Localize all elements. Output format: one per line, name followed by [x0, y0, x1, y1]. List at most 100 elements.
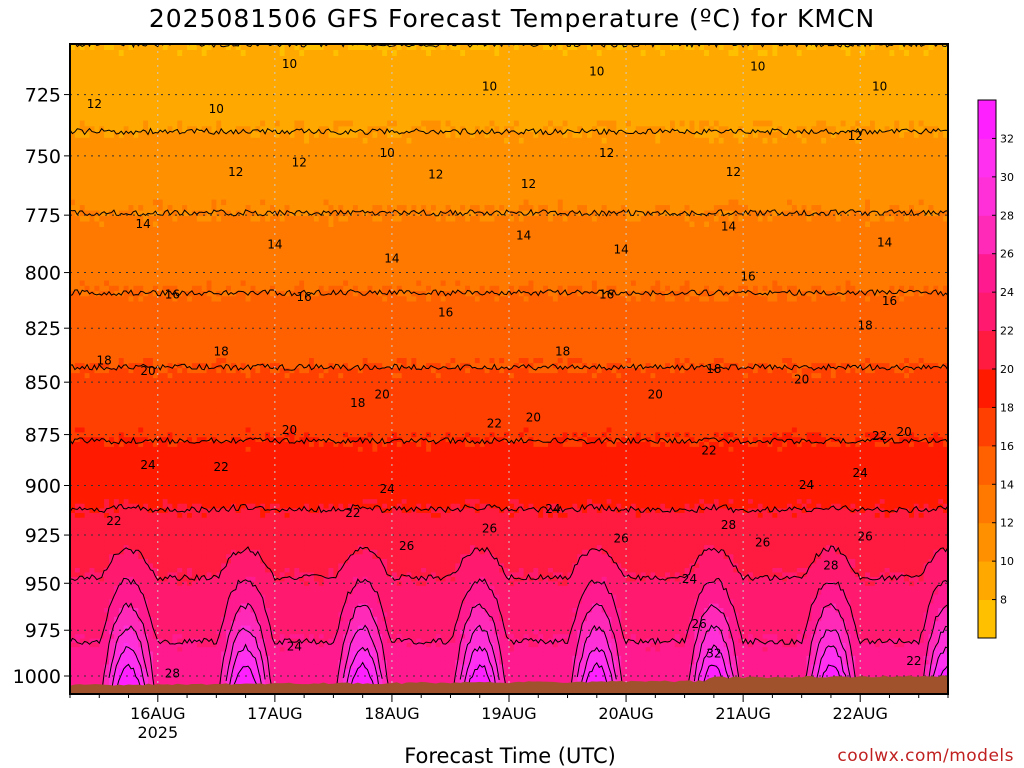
- x-tick-label-16AUG: 16AUG: [130, 704, 185, 723]
- contour-label-22: 22: [345, 506, 360, 520]
- contour-label-22: 22: [214, 460, 229, 474]
- y-tick-label-975: 975: [25, 620, 61, 642]
- contour-label-16: 16: [599, 288, 614, 302]
- contour-label-28: 28: [823, 559, 838, 573]
- contour-label-26: 26: [399, 539, 414, 553]
- temperature-cross-section-chart: 10 10 10 10 10 10 10 12 12 12 12 12 12 12 12 14 14 14 14 14…: [0, 0, 1024, 768]
- contour-label-24: 24: [140, 458, 155, 472]
- contour-label-18: 18: [555, 345, 570, 359]
- contour-label-22: 22: [701, 444, 716, 458]
- contour-label-10: 10: [872, 80, 887, 94]
- contour-label-10: 10: [589, 65, 604, 79]
- contour-label-24: 24: [853, 466, 868, 480]
- x-axis-title: Forecast Time (UTC): [300, 744, 720, 768]
- colorbar-label-32: 32: [1000, 132, 1014, 145]
- contour-label-22: 22: [906, 654, 921, 668]
- x-tick-label-22AUG: 22AUG: [832, 704, 887, 723]
- y-tick-label-850: 850: [25, 372, 61, 394]
- contour-label-20: 20: [648, 387, 663, 401]
- y-tick-label-775: 775: [25, 205, 61, 227]
- contour-label-20: 20: [794, 373, 809, 387]
- contour-label-14: 14: [877, 235, 892, 249]
- colorbar-swatch: [978, 254, 996, 293]
- contour-label-24: 24: [545, 502, 560, 516]
- colorbar-label-12: 12: [1000, 517, 1014, 530]
- contour-label-26: 26: [614, 532, 629, 546]
- contour-label-12: 12: [726, 165, 741, 179]
- contour-label-10: 10: [379, 146, 394, 160]
- colorbar-swatch: [978, 407, 996, 446]
- colorbar-swatch: [978, 177, 996, 216]
- contour-label-24: 24: [682, 572, 697, 586]
- colorbar-swatch: [978, 446, 996, 485]
- y-tick-label-800: 800: [25, 263, 61, 285]
- colorbar-label-14: 14: [1000, 478, 1014, 491]
- contour-label-12: 12: [228, 165, 243, 179]
- x-tick-label-18AUG: 18AUG: [364, 704, 419, 723]
- colorbar-swatch: [978, 100, 996, 139]
- contour-label-14: 14: [267, 238, 282, 252]
- colorbar-label-18: 18: [1000, 401, 1014, 414]
- colorbar-label-26: 26: [1000, 248, 1014, 261]
- colorbar-label-22: 22: [1000, 325, 1014, 338]
- contour-label-22: 22: [872, 429, 887, 443]
- y-tick-label-875: 875: [25, 425, 61, 447]
- colorbar-label-16: 16: [1000, 440, 1014, 453]
- contour-label-12: 12: [292, 156, 307, 170]
- contour-label-14: 14: [136, 217, 151, 231]
- contour-label-22: 22: [106, 514, 121, 528]
- contour-label-12: 12: [87, 97, 102, 111]
- colorbar-label-10: 10: [1000, 555, 1014, 568]
- contour-label-12: 12: [428, 168, 443, 182]
- y-tick-label-1000: 1000: [13, 666, 61, 688]
- contour-label-26: 26: [692, 617, 707, 631]
- contour-label-20: 20: [526, 411, 541, 425]
- contour-label-18: 18: [706, 362, 721, 376]
- contour-label-16: 16: [165, 288, 180, 302]
- contour-label-14: 14: [516, 229, 531, 243]
- contour-label-20: 20: [282, 423, 297, 437]
- y-tick-label-750: 750: [25, 146, 61, 168]
- colorbar-swatch: [978, 292, 996, 331]
- contour-label-26: 26: [482, 522, 497, 536]
- contour-label-10: 10: [750, 59, 765, 73]
- contour-label-14: 14: [614, 242, 629, 256]
- colorbar-label-28: 28: [1000, 209, 1014, 222]
- y-tick-label-825: 825: [25, 318, 61, 340]
- contour-label-20: 20: [896, 425, 911, 439]
- contour-label-12: 12: [521, 177, 536, 191]
- contour-label-32: 32: [706, 647, 721, 661]
- colorbar-swatch: [978, 331, 996, 370]
- contour-label-26: 26: [755, 535, 770, 549]
- contour-label-10: 10: [282, 57, 297, 71]
- contour-label-14: 14: [721, 219, 736, 233]
- colorbar-label-8: 8: [1000, 594, 1007, 607]
- x-tick-sublabel: 2025: [137, 723, 178, 742]
- contour-label-16: 16: [438, 305, 453, 319]
- x-tick-label-21AUG: 21AUG: [715, 704, 770, 723]
- contour-label-18: 18: [214, 345, 229, 359]
- contour-label-10: 10: [482, 80, 497, 94]
- y-tick-label-900: 900: [25, 476, 61, 498]
- contour-label-12: 12: [599, 146, 614, 160]
- contour-label-24: 24: [799, 478, 814, 492]
- colorbar-swatch: [978, 561, 996, 600]
- colorbar-swatch: [978, 600, 996, 639]
- contour-label-20: 20: [375, 387, 390, 401]
- colorbar-label-20: 20: [1000, 363, 1014, 376]
- colorbar-label-24: 24: [1000, 286, 1014, 299]
- source-credit: coolwx.com/models: [837, 746, 1014, 766]
- contour-label-10: 10: [209, 102, 224, 116]
- contour-label-16: 16: [882, 294, 897, 308]
- colorbar-swatch: [978, 484, 996, 523]
- contour-label-28: 28: [165, 667, 180, 681]
- contour-label-14: 14: [384, 251, 399, 265]
- colorbar-swatch: [978, 215, 996, 254]
- contour-label-18: 18: [857, 319, 872, 333]
- colorbar-swatch: [978, 369, 996, 408]
- contour-label-16: 16: [740, 270, 755, 284]
